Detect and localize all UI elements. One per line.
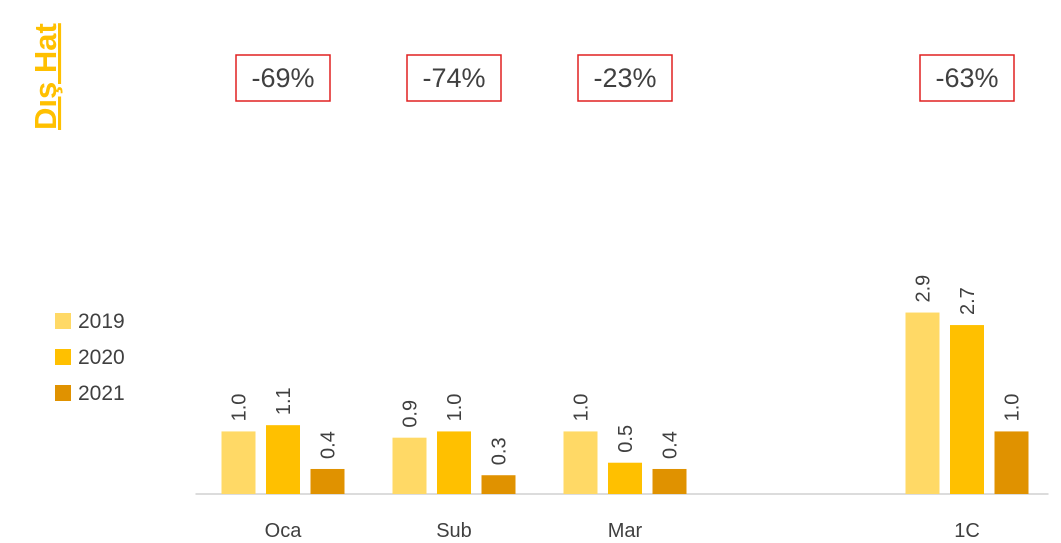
legend-label: 2020 [78, 346, 125, 369]
change-label: -74% [422, 63, 485, 93]
bar [608, 462, 642, 494]
change-box [577, 54, 673, 102]
x-tick-label: Sub [436, 520, 472, 542]
value-label: 1.1 [273, 387, 295, 415]
bar [437, 431, 471, 494]
change-label: -23% [593, 63, 656, 93]
x-tick-label: Oca [265, 520, 303, 542]
bar [481, 475, 516, 494]
bar [563, 431, 598, 494]
value-label: 1.0 [444, 394, 466, 422]
bar [310, 468, 345, 494]
bar [221, 431, 256, 494]
bar [392, 437, 427, 494]
bar [266, 425, 300, 494]
legend-label: 2021 [78, 382, 125, 405]
value-label: 2.7 [957, 287, 979, 315]
legend-swatch [55, 313, 71, 329]
x-tick-label: Mar [608, 520, 643, 542]
bar [905, 312, 940, 494]
change-box [406, 54, 502, 102]
value-label: 1.0 [1002, 394, 1024, 422]
bar [652, 468, 687, 494]
value-label: 0.9 [400, 400, 422, 428]
change-label: -69% [251, 63, 314, 93]
value-label: 0.5 [615, 425, 637, 453]
value-label: 0.3 [489, 437, 511, 465]
change-label: -63% [935, 63, 998, 93]
chart-title: Dış Hat [28, 23, 63, 130]
legend-swatch [55, 349, 71, 365]
value-label: 1.0 [571, 394, 593, 422]
x-tick-label: 1C [954, 520, 980, 542]
legend-swatch [55, 385, 71, 401]
value-label: 1.0 [229, 394, 251, 422]
value-label: 0.4 [660, 431, 682, 459]
change-box [235, 54, 331, 102]
bar [950, 325, 984, 494]
legend-label: 2019 [78, 310, 125, 333]
value-label: 2.9 [913, 275, 935, 303]
change-box [919, 54, 1015, 102]
value-label: 0.4 [318, 431, 340, 459]
bar [994, 431, 1029, 494]
